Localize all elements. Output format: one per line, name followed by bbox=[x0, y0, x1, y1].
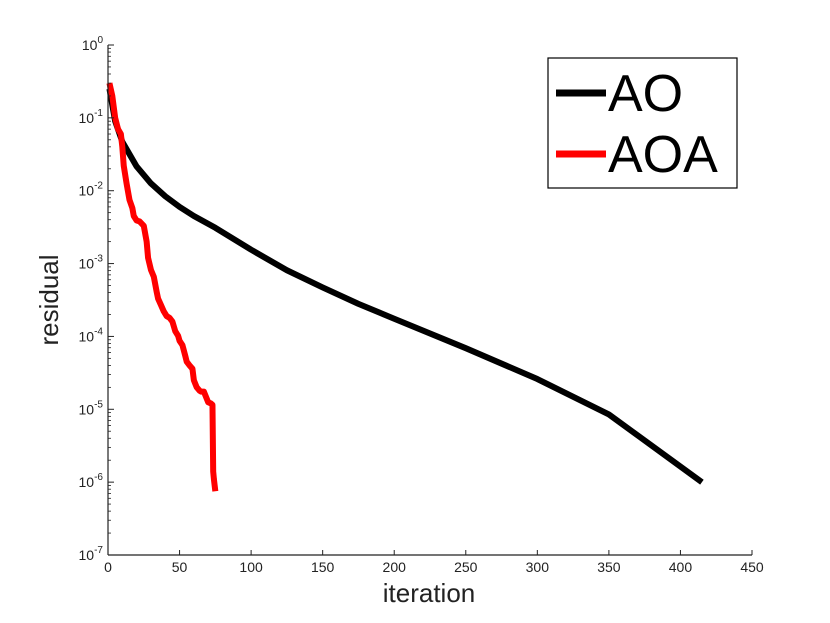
y-tick-label: 10-7 bbox=[79, 545, 104, 563]
legend-label: AOA bbox=[608, 126, 718, 184]
series-line-ao bbox=[106, 88, 704, 485]
x-tick-label: 350 bbox=[597, 559, 621, 575]
series-line-aoa bbox=[106, 82, 219, 492]
y-tick-label: 10-4 bbox=[79, 326, 104, 344]
x-tick-label: 50 bbox=[172, 559, 188, 575]
x-tick-label: 400 bbox=[669, 559, 693, 575]
y-axis-label: residual bbox=[34, 254, 64, 345]
y-tick-label: 10-2 bbox=[79, 181, 104, 199]
x-tick-label: 300 bbox=[526, 559, 550, 575]
x-tick-label: 250 bbox=[454, 559, 478, 575]
legend-box bbox=[547, 57, 738, 189]
ticks-layer: 0 50 100 150 200 250 300 350 400 450 100 10-1 10-2 10… bbox=[79, 35, 764, 575]
legend-label: AO bbox=[608, 65, 683, 123]
y-tick-label: 100 bbox=[82, 35, 104, 53]
y-tick-label: 10-6 bbox=[79, 472, 104, 490]
y-tick-label: 10-1 bbox=[79, 108, 104, 126]
axes-layer bbox=[107, 45, 752, 556]
x-tick-label: 450 bbox=[740, 559, 764, 575]
x-tick-label: 0 bbox=[104, 559, 112, 575]
x-tick-label: 200 bbox=[383, 559, 407, 575]
x-tick-label: 100 bbox=[239, 559, 263, 575]
x-axis-label: iteration bbox=[383, 578, 476, 608]
y-tick-label: 10-5 bbox=[79, 399, 104, 417]
x-tick-label: 150 bbox=[311, 559, 335, 575]
series-layer bbox=[106, 82, 704, 492]
y-tick-label: 10-3 bbox=[79, 254, 104, 272]
